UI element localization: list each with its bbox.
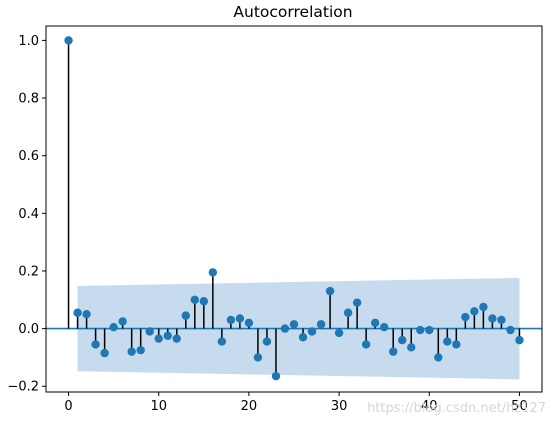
- stem-marker: [443, 337, 452, 346]
- stem-marker: [370, 318, 380, 328]
- y-tick-label: −0.2: [7, 380, 39, 395]
- stem-marker: [109, 322, 118, 332]
- watermark: https://blog.csdn.net/hz127: [367, 401, 546, 416]
- x-tick-label: 50: [511, 399, 528, 414]
- stem-marker: [307, 327, 317, 336]
- stem-marker: [262, 337, 272, 346]
- stem-marker: [434, 353, 443, 362]
- stem-marker: [398, 335, 407, 345]
- stem-marker: [389, 347, 398, 356]
- stem-marker: [506, 325, 515, 335]
- stem-marker: [407, 343, 416, 352]
- stem-marker: [181, 311, 190, 320]
- stem-marker: [172, 334, 181, 343]
- stem-marker: [316, 320, 326, 329]
- stem-marker: [154, 334, 163, 343]
- stem-marker: [379, 322, 389, 332]
- stem-marker: [515, 335, 524, 345]
- stem-marker: [82, 309, 91, 319]
- stem-marker: [425, 325, 434, 335]
- stem-marker: [343, 308, 353, 317]
- stem-marker: [91, 340, 100, 349]
- stem-marker: [217, 337, 227, 346]
- stem-marker: [271, 371, 281, 381]
- stem-marker: [190, 295, 199, 304]
- stem-marker: [253, 353, 263, 362]
- stem-marker: [470, 307, 479, 316]
- y-tick-label: 0.2: [18, 264, 39, 279]
- y-tick-label: 0.0: [18, 322, 39, 337]
- x-tick-label: 10: [150, 399, 167, 414]
- y-tick-label: 0.6: [18, 149, 39, 164]
- stem-marker: [280, 324, 290, 333]
- stem-marker: [352, 298, 362, 307]
- stem-marker: [289, 320, 299, 329]
- stem-marker: [199, 297, 209, 306]
- y-tick-label: 0.4: [18, 207, 39, 222]
- stem-marker: [497, 315, 506, 325]
- stem-marker: [334, 328, 344, 338]
- x-tick-label: 20: [241, 399, 258, 414]
- stem-marker: [73, 308, 82, 317]
- stem-marker: [235, 314, 245, 323]
- stem-marker: [298, 333, 308, 342]
- stem-marker: [244, 318, 254, 328]
- stem-marker: [361, 340, 371, 349]
- x-tick-label: 30: [331, 399, 348, 414]
- stem-marker: [136, 346, 145, 355]
- stem-marker: [488, 314, 497, 323]
- stem-marker: [100, 348, 109, 358]
- stem-marker: [226, 315, 236, 325]
- stem-marker: [325, 286, 335, 296]
- plot-frame: [45, 25, 543, 393]
- stem-marker: [145, 327, 154, 336]
- x-tick-label: 0: [64, 399, 72, 414]
- plot-area: [46, 36, 542, 381]
- stem-marker: [127, 347, 136, 356]
- stem-marker: [479, 302, 488, 312]
- chart-title: Autocorrelation: [233, 3, 352, 21]
- stem-marker: [208, 268, 218, 277]
- y-tick-label: 0.8: [18, 92, 39, 107]
- stem-marker: [64, 36, 73, 45]
- stem-marker: [118, 317, 127, 326]
- axes: 0 10 20 30 40 50 −0.2 0.0 0.2 0.4 0.6 0.8 1.0: [7, 34, 527, 414]
- stem-marker: [163, 331, 172, 341]
- stem-marker: [416, 325, 425, 335]
- x-tick-label: 40: [421, 399, 438, 414]
- stem-marker: [452, 340, 461, 349]
- y-tick-label: 1.0: [18, 34, 39, 49]
- stem-marker: [461, 312, 470, 322]
